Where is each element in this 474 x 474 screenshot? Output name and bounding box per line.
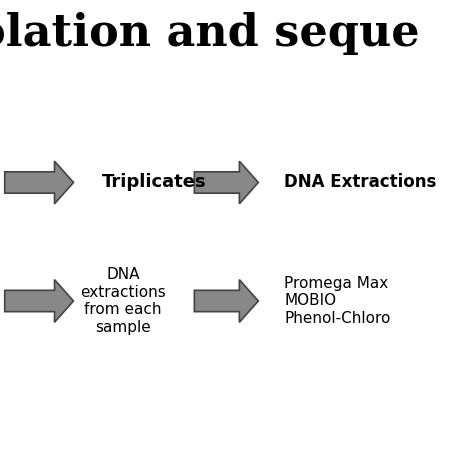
Text: Triplicates: Triplicates [102,173,207,191]
Text: olation and seque: olation and seque [0,12,420,55]
Polygon shape [5,280,73,322]
Polygon shape [194,161,258,204]
Text: DNA Extractions: DNA Extractions [284,173,437,191]
Polygon shape [194,280,258,322]
Text: Promega Max
MOBIO
Phenol-Chloro: Promega Max MOBIO Phenol-Chloro [284,276,391,326]
Text: DNA
extractions
from each
sample: DNA extractions from each sample [81,267,166,335]
Polygon shape [5,161,73,204]
